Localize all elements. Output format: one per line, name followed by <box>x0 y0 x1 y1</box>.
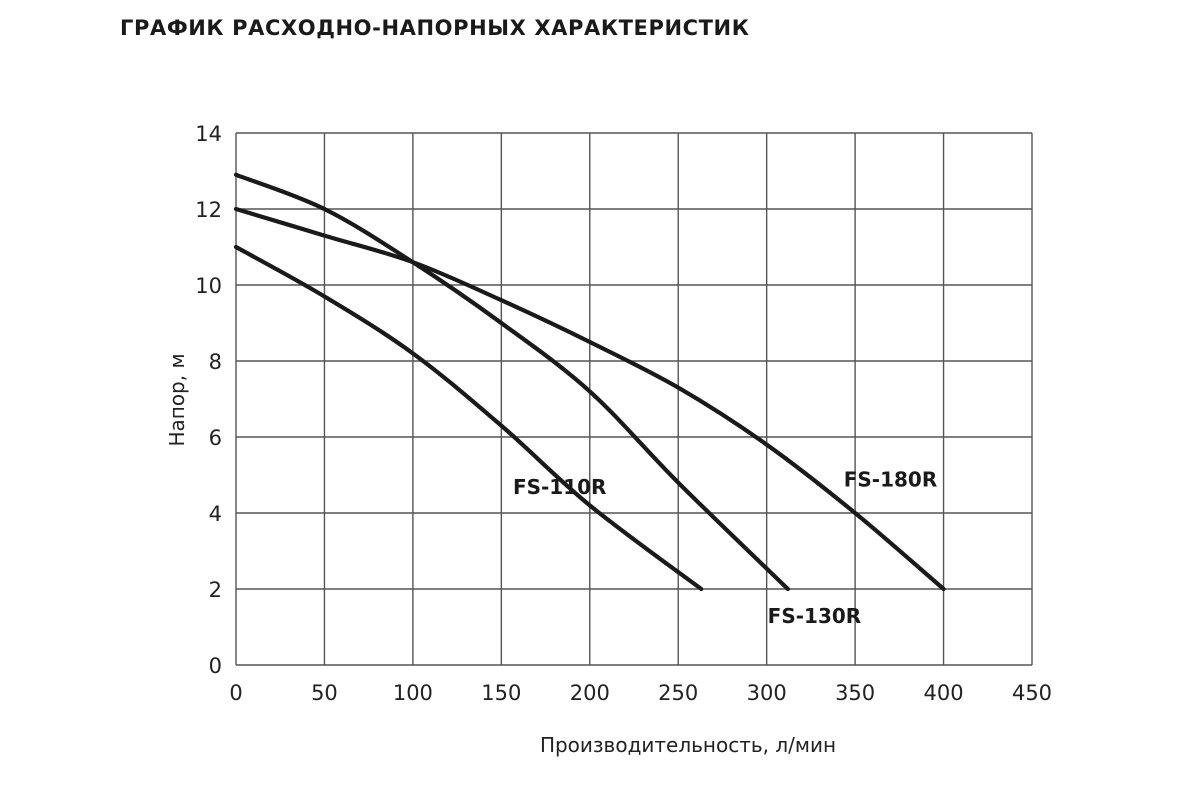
x-tick-label: 200 <box>570 681 610 705</box>
x-tick-label: 400 <box>924 681 964 705</box>
series-line-fs-180r <box>233 206 946 592</box>
x-tick-label: 150 <box>481 681 521 705</box>
y-tick-label: 2 <box>209 578 222 602</box>
y-tick-label: 12 <box>195 198 222 222</box>
series-line-fs-110r <box>233 244 704 592</box>
x-tick-label: 250 <box>658 681 698 705</box>
y-tick-label: 0 <box>209 654 222 678</box>
grid <box>235 132 1033 666</box>
y-tick-label: 6 <box>209 426 222 450</box>
x-axis-label: Производительность, л/мин <box>540 733 836 757</box>
y-tick-label: 14 <box>195 122 222 146</box>
series-label-fs-110r: FS-110R <box>513 475 607 499</box>
chart-title: ГРАФИК РАСХОДНО-НАПОРНЫХ ХАРАКТЕРИСТИК <box>120 16 750 40</box>
y-axis-label: Напор, м <box>165 353 189 446</box>
y-tick-label: 8 <box>209 350 222 374</box>
x-tick-label: 0 <box>229 681 242 705</box>
y-tick-label: 10 <box>195 274 222 298</box>
y-tick-label: 4 <box>209 502 222 526</box>
series-label-fs-180r: FS-180R <box>844 467 938 491</box>
axes: 0 50 100 150 200 250 300 350 400 450 0 2 4 6 8 10 12 14 <box>195 122 1052 705</box>
series-lines <box>233 172 946 592</box>
series-line-fs-130r <box>233 172 790 592</box>
x-tick-label: 300 <box>747 681 787 705</box>
x-tick-label: 450 <box>1012 681 1052 705</box>
x-tick-label: 50 <box>311 681 338 705</box>
series-labels: FS-110R FS-130R FS-180R <box>513 467 937 628</box>
series-label-fs-130r: FS-130R <box>768 604 862 628</box>
x-tick-label: 100 <box>393 681 433 705</box>
x-tick-label: 350 <box>835 681 875 705</box>
